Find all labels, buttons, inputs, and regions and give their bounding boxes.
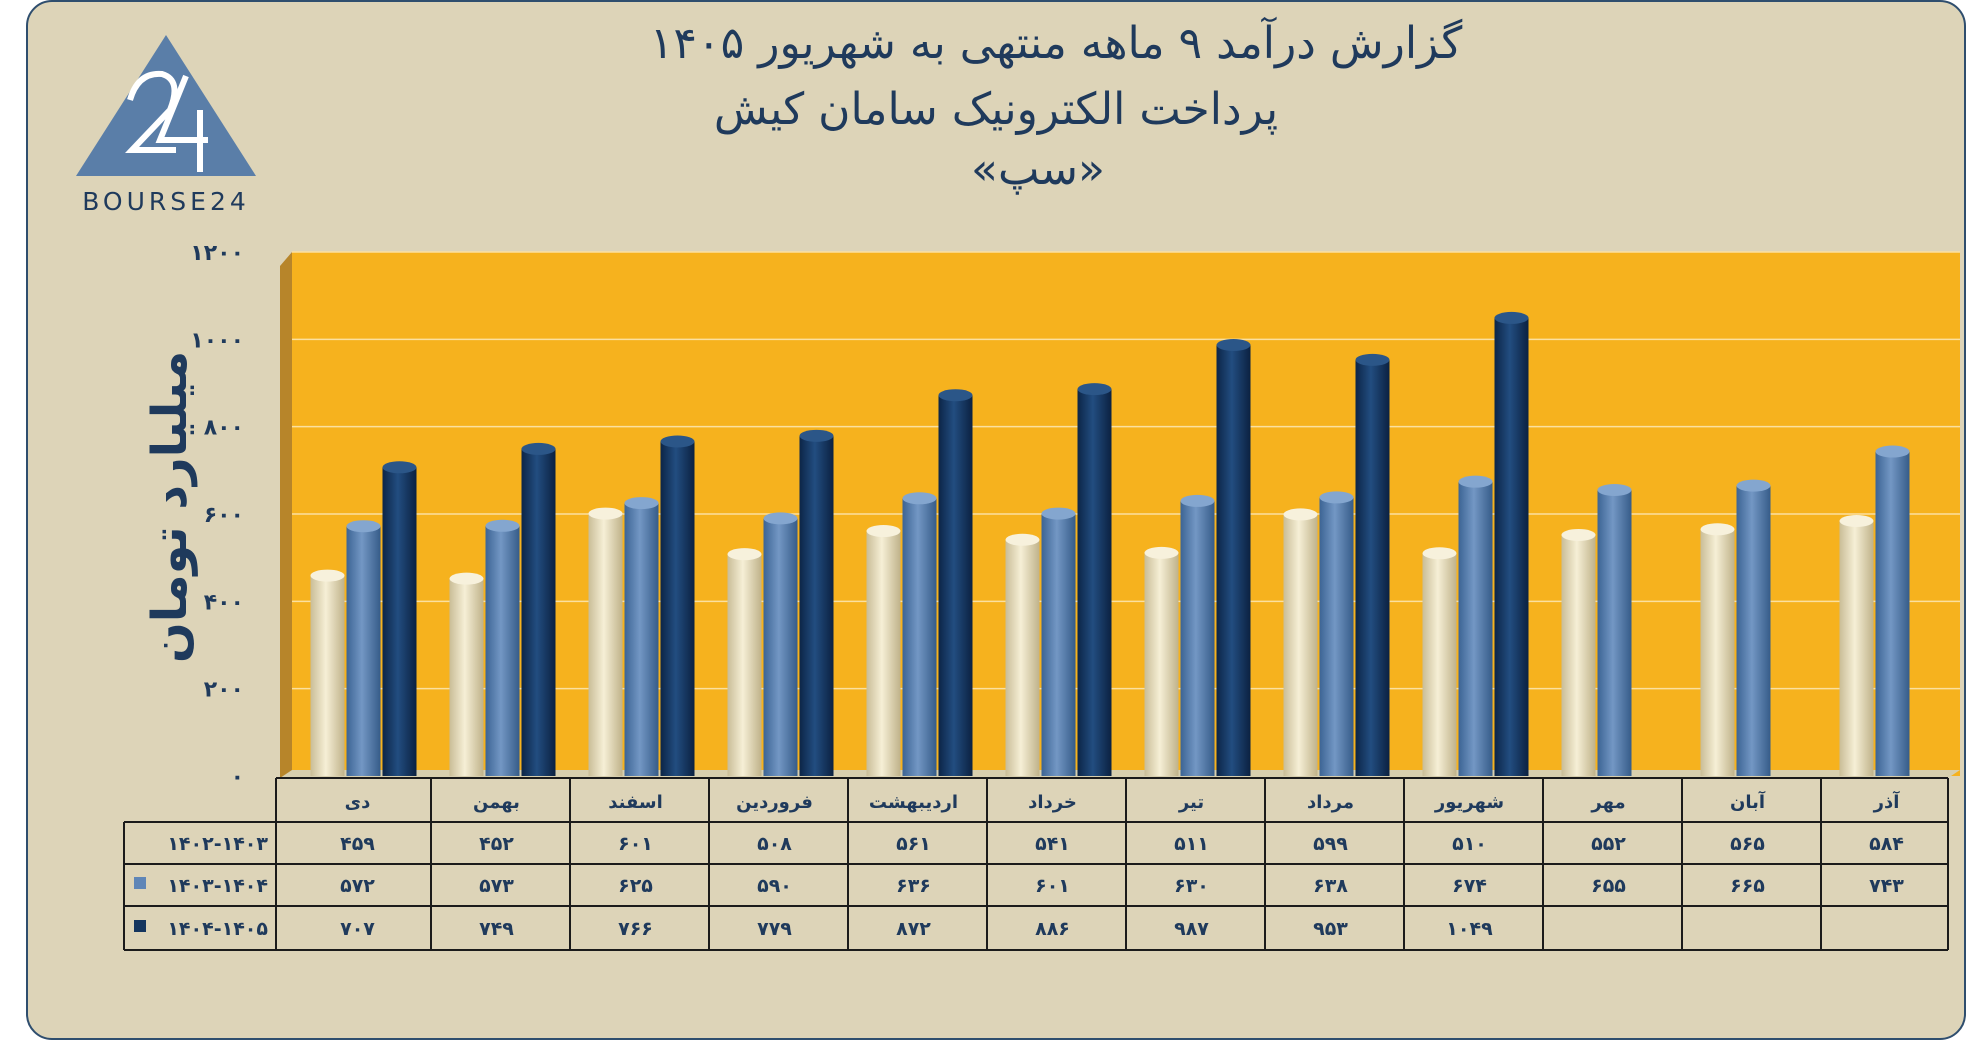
x-tick-label: خرداد: [1028, 792, 1077, 813]
bar: [1319, 491, 1354, 776]
bourse24-logo: BOURSE24: [76, 35, 256, 216]
bar: [799, 429, 834, 776]
data-label: ۹۸۷: [1174, 918, 1209, 940]
bar: [588, 507, 623, 776]
x-tick-label: فروردین: [736, 792, 813, 813]
y-tick-label: ۱۰۰۰: [190, 328, 244, 353]
data-label: ۵۹۹: [1313, 833, 1348, 855]
data-label: ۹۵۳: [1313, 918, 1348, 940]
data-label: ۶۲۵: [618, 875, 653, 897]
logo-text: BOURSE24: [82, 187, 250, 216]
data-label: ۶۳۰: [1174, 875, 1209, 897]
legend-series-name: ۱۴۰۳-۱۴۰۴: [167, 875, 268, 897]
y-tick-label: ۶۰۰: [204, 503, 244, 528]
bar: [763, 512, 798, 776]
bar: [1422, 547, 1457, 776]
bar: [1736, 479, 1771, 776]
y-tick-label: ۲۰۰: [204, 678, 244, 703]
y-tick-label: ۴۰۰: [204, 590, 244, 615]
x-tick-label: اسفند: [608, 792, 663, 813]
bar: [1561, 528, 1596, 776]
y-tick-label: ۸۰۰: [204, 416, 244, 441]
chart-title-line3: «سپ»: [971, 144, 1105, 195]
x-tick-label: دی: [345, 792, 371, 813]
data-label: ۵۱۰: [1452, 833, 1487, 855]
bar: [1180, 494, 1215, 776]
x-tick-label: شهریور: [1434, 792, 1504, 813]
data-label: ۴۵۹: [340, 833, 375, 855]
bar: [1597, 483, 1632, 776]
legend-swatch: [134, 877, 146, 889]
x-tick-label: بهمن: [473, 792, 520, 813]
bar: [727, 548, 762, 776]
bar: [1494, 311, 1529, 776]
bar: [1283, 508, 1318, 776]
legend-swatch: [134, 920, 146, 932]
bar: [1077, 383, 1112, 776]
data-label: ۵۸۴: [1869, 833, 1904, 855]
bar: [449, 572, 484, 776]
data-label: ۵۷۲: [340, 875, 375, 897]
bar: [310, 569, 345, 776]
data-label: ۶۳۶: [896, 875, 931, 897]
data-label: ۷۷۹: [757, 918, 792, 940]
bar: [521, 442, 556, 776]
data-label: ۵۰۸: [757, 833, 792, 855]
data-label: ۱۰۴۹: [1446, 918, 1493, 940]
plot-floor: [280, 770, 1960, 778]
bar: [1355, 353, 1390, 776]
y-axis-label: میلیارد تومان: [142, 351, 198, 663]
y-tick-label: ۰: [231, 765, 244, 790]
x-tick-label: آبان: [1730, 790, 1766, 813]
bar: [902, 492, 937, 776]
data-label: ۵۹۰: [757, 875, 792, 897]
bar: [938, 389, 973, 776]
bar: [1458, 475, 1493, 776]
data-label: ۷۰۷: [340, 918, 375, 940]
data-label: ۷۴۹: [479, 918, 514, 940]
data-label: ۵۶۱: [896, 833, 931, 855]
bar: [485, 519, 520, 776]
plot-left-wall: [280, 252, 292, 778]
data-label: ۵۶۵: [1730, 833, 1765, 855]
data-label: ۵۴۱: [1035, 833, 1070, 855]
x-tick-label: آذر: [1873, 790, 1901, 813]
bar: [624, 497, 659, 776]
data-label: ۶۶۵: [1730, 875, 1765, 897]
x-tick-label: مرداد: [1307, 792, 1354, 813]
data-label: ۷۴۳: [1869, 875, 1904, 897]
chart-title-line2: پرداخت الکترونیک سامان کیش: [714, 84, 1278, 135]
data-label: ۸۸۶: [1035, 918, 1070, 940]
data-label: ۵۱۱: [1174, 833, 1209, 855]
x-tick-label: مهر: [1590, 792, 1625, 813]
bar: [1041, 507, 1076, 776]
data-label: ۶۵۵: [1591, 875, 1626, 897]
bar: [1700, 523, 1735, 776]
data-label: ۶۰۱: [618, 833, 653, 855]
bar: [1005, 533, 1040, 776]
bar: [866, 525, 901, 776]
y-tick-label: ۱۲۰۰: [190, 241, 244, 266]
bar: [1216, 339, 1251, 776]
data-label: ۶۳۸: [1313, 875, 1348, 897]
data-label: ۶۰۱: [1035, 875, 1070, 897]
bar: [660, 435, 695, 776]
x-tick-label: تیر: [1178, 792, 1204, 813]
bar: [382, 461, 417, 776]
data-label: ۴۵۲: [479, 833, 514, 855]
chart-title-line1: گزارش درآمد ۹ ماهه منتهی به شهریور ۱۴۰۵: [650, 16, 1463, 69]
data-label: ۶۷۴: [1452, 875, 1487, 897]
bar: [1839, 514, 1874, 776]
legend-series-name: ۱۴۰۲-۱۴۰۳: [167, 833, 268, 855]
data-label: ۵۵۲: [1591, 833, 1626, 855]
data-label: ۸۷۲: [896, 918, 931, 940]
legend-series-name: ۱۴۰۴-۱۴۰۵: [167, 918, 268, 940]
bar: [1875, 445, 1910, 776]
bar: [1144, 546, 1179, 776]
x-tick-label: اردیبهشت: [869, 792, 958, 813]
data-label: ۷۶۶: [618, 918, 653, 940]
bar: [346, 520, 381, 776]
data-label: ۵۷۳: [479, 875, 514, 897]
